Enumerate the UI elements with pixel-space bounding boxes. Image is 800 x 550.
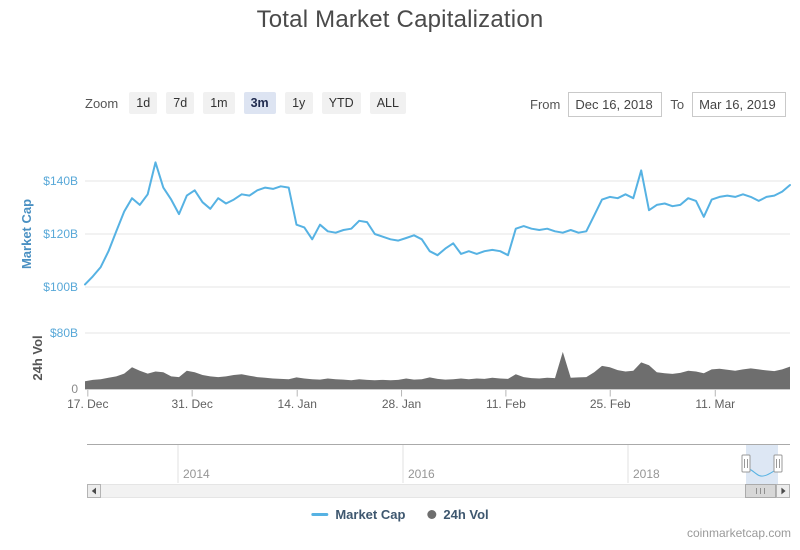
line-marker-icon — [311, 513, 329, 516]
zoom-button-7d[interactable]: 7d — [166, 92, 195, 114]
volume-axis-title: 24h Vol — [30, 335, 45, 380]
zoom-button-1d[interactable]: 1d — [129, 92, 158, 114]
zoom-label: Zoom — [85, 95, 119, 111]
x-axis-labels: 17. Dec 31. Dec 14. Jan 28. Jan 11. Feb 25. F… — [67, 397, 735, 411]
x-axis-label: 17. Dec — [67, 397, 108, 411]
x-axis-label: 25. Feb — [590, 397, 631, 411]
arrow-right-icon — [781, 487, 786, 495]
x-axis-label: 31. Dec — [171, 397, 212, 411]
market-cap-axis-title: Market Cap — [19, 199, 34, 269]
legend-item-market-cap[interactable]: Market Cap — [311, 507, 405, 522]
vol-axis-label-80b: $80B — [50, 326, 78, 340]
zoom-toolbar: Zoom 1d 7d 1m 3m 1y YTD ALL — [85, 92, 406, 114]
x-axis-label: 28. Jan — [382, 397, 421, 411]
navigator-selected-range[interactable] — [746, 445, 778, 484]
main-gridlines — [85, 180, 790, 288]
y-axis-label-100b: $100B — [43, 280, 78, 294]
from-date-input[interactable] — [568, 92, 663, 117]
to-date-input[interactable] — [692, 92, 787, 117]
y-axis-label-120b: $120B — [43, 227, 78, 241]
navigator-handle-right[interactable] — [773, 454, 783, 473]
navigator: 2014 2016 2018 — [87, 444, 790, 484]
market-cap-line-series[interactable] — [84, 161, 791, 286]
volume-area-series[interactable] — [85, 351, 790, 389]
to-label: To — [670, 97, 685, 112]
y-axis-label-140b: $140B — [43, 174, 78, 188]
scrollbar-track[interactable] — [87, 484, 790, 498]
zoom-button-1y[interactable]: 1y — [284, 92, 313, 114]
scrollbar — [87, 484, 790, 498]
zoom-button-1m[interactable]: 1m — [203, 92, 235, 114]
date-range-toolbar: From To — [530, 92, 787, 117]
x-axis-label: 14. Jan — [278, 397, 317, 411]
legend-item-24h-vol[interactable]: 24h Vol — [427, 507, 489, 522]
watermark: coinmarketcap.com — [686, 526, 791, 540]
scrollbar-left-button[interactable] — [87, 484, 101, 498]
zoom-button-ytd[interactable]: YTD — [321, 92, 361, 114]
zoom-button-all[interactable]: ALL — [369, 92, 406, 114]
navigator-year-gridlines — [177, 445, 629, 483]
navigator-year-label: 2016 — [408, 467, 435, 481]
navigator-year-label: 2014 — [183, 467, 210, 481]
vol-axis-label-0: 0 — [71, 382, 78, 396]
plot-area[interactable] — [85, 150, 790, 390]
dot-marker-icon — [427, 510, 437, 519]
arrow-left-icon — [91, 487, 96, 495]
zoom-button-3m[interactable]: 3m — [243, 92, 276, 114]
navigator-handle-left[interactable] — [741, 454, 751, 473]
legend-label: Market Cap — [335, 507, 406, 522]
x-axis-label: 11. Feb — [486, 397, 526, 411]
scrollbar-thumb[interactable] — [745, 484, 776, 498]
legend: Market Cap 24h Vol — [311, 507, 489, 522]
navigator-year-labels: 2014 2016 2018 — [183, 467, 660, 481]
scrollbar-right-button[interactable] — [776, 484, 790, 498]
legend-label: 24h Vol — [443, 507, 489, 522]
navigator-year-label: 2018 — [633, 467, 660, 481]
from-label: From — [530, 97, 561, 112]
x-axis-ticks — [87, 390, 716, 397]
x-axis-label: 11. Mar — [695, 397, 735, 411]
page-title: Total Market Capitalization — [256, 6, 544, 33]
